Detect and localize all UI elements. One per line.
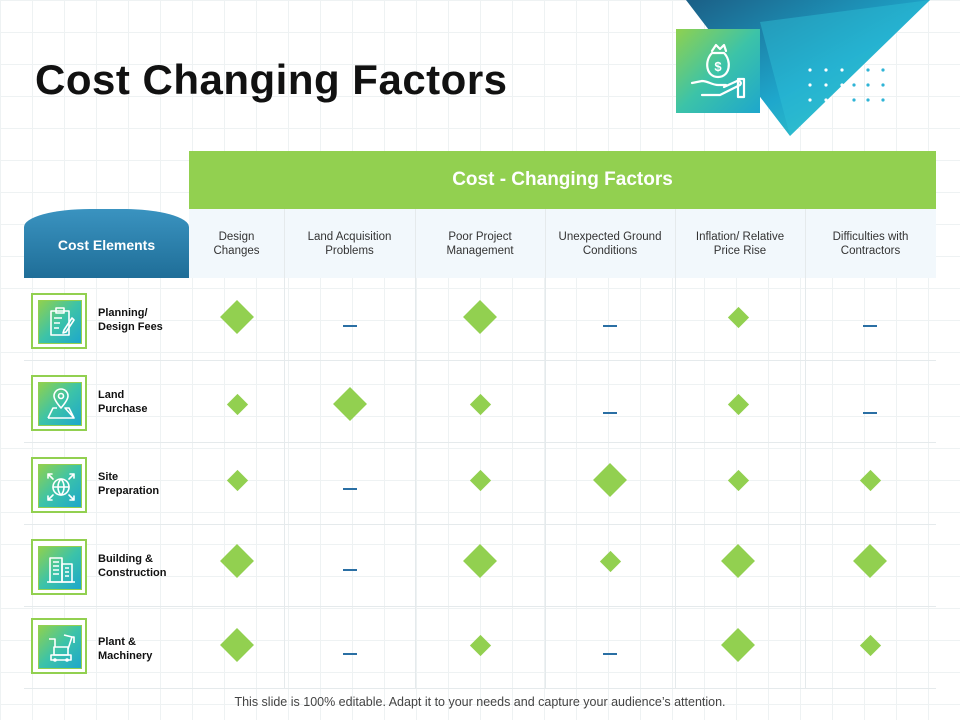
cell-diamond-small (859, 634, 881, 656)
row-label-site-preparation: Site Preparation (98, 471, 160, 497)
row-divider (24, 442, 936, 443)
column-header-inflation: Inflation/ Relative Price Rise (695, 230, 785, 257)
cell-diamond-large (463, 300, 497, 334)
row-label-building-construction: Building & Construction (98, 553, 167, 579)
cell-dash-marker (603, 653, 617, 655)
column-header-design-changes: Design Changes (213, 230, 260, 257)
cell-diamond-large (721, 544, 755, 578)
column-header-unexpected-ground: Unexpected Ground Conditions (558, 230, 662, 257)
cell-diamond-large (220, 300, 254, 334)
crane-machinery-icon (31, 618, 87, 674)
svg-text:$: $ (714, 59, 722, 74)
super-header-label: Cost - Changing Factors (452, 169, 673, 190)
cost-elements-label: Cost Elements (57, 237, 156, 253)
cell-dash-marker (603, 412, 617, 414)
cell-diamond-small (727, 306, 749, 328)
cell-diamond-small (859, 469, 881, 491)
row-divider (24, 524, 936, 525)
column-header-contractors: Difficulties with Contractors (832, 230, 909, 257)
column-divider (415, 209, 416, 689)
row-label-planning-design-fees: Planning/ Design Fees (98, 307, 163, 333)
cell-dash-marker (603, 325, 617, 327)
cell-diamond-small (469, 634, 491, 656)
row-header-label-cell: Cost Elements (24, 209, 189, 278)
cell-diamond-small (469, 393, 491, 415)
row-label-land-purchase: Land Purchase (98, 389, 148, 415)
cell-dash-marker (863, 412, 877, 414)
globe-arrows-icon (31, 457, 87, 513)
clipboard-pencil-icon (31, 293, 87, 349)
column-header-row: Design Changes Land Acquisition Problems… (189, 209, 936, 278)
cell-dash-marker (343, 569, 357, 571)
cell-diamond-small (727, 469, 749, 491)
map-pin-icon (31, 375, 87, 431)
cell-diamond-small (469, 469, 491, 491)
cell-dash-marker (343, 488, 357, 490)
cell-diamond-large (463, 544, 497, 578)
cell-dash-marker (863, 325, 877, 327)
column-header-poor-project-management: Poor Project Management (446, 230, 514, 257)
row-divider (24, 360, 936, 361)
cell-diamond-small (727, 393, 749, 415)
cell-diamond-large (721, 628, 755, 662)
row-divider (24, 606, 936, 607)
table-super-header: Cost - Changing Factors (189, 151, 936, 209)
cell-dash-marker (343, 325, 357, 327)
footer-note: This slide is 100% editable. Adapt it to… (234, 695, 726, 709)
row-label-plant-machinery: Plant & Machinery (98, 636, 153, 662)
cell-diamond-small (226, 393, 248, 415)
cell-dash-marker (343, 653, 357, 655)
cell-diamond-large (220, 628, 254, 662)
cell-diamond-small (226, 469, 248, 491)
cell-diamond-large (853, 544, 887, 578)
cell-diamond-large (220, 544, 254, 578)
buildings-icon (31, 539, 87, 595)
cell-diamond-large (593, 463, 627, 497)
page-title: Cost Changing Factors (35, 56, 508, 103)
money-bag-in-hand-icon: $ (676, 29, 760, 113)
column-divider (284, 209, 285, 689)
column-divider (545, 209, 546, 689)
table-bottom-border (24, 688, 936, 689)
cell-diamond-large (333, 387, 367, 421)
column-divider (675, 209, 676, 689)
column-divider (805, 209, 806, 689)
cell-diamond-small (599, 550, 621, 572)
column-header-land-acquisition: Land Acquisition Problems (307, 230, 392, 257)
